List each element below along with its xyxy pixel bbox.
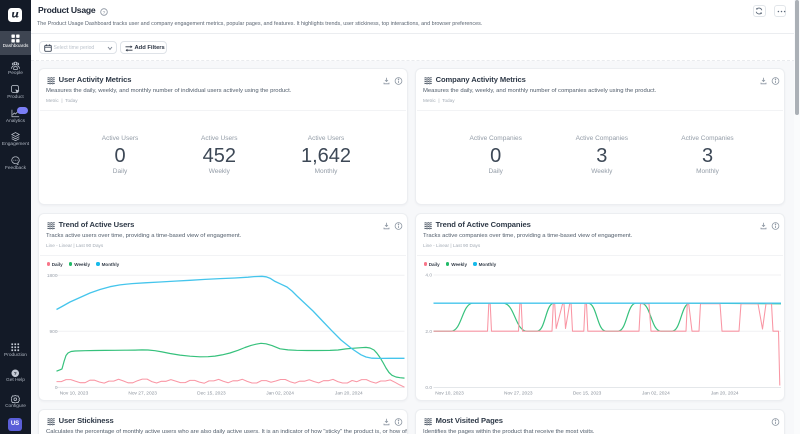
svg-text:?: ? (103, 9, 106, 15)
svg-text:?: ? (14, 371, 17, 377)
